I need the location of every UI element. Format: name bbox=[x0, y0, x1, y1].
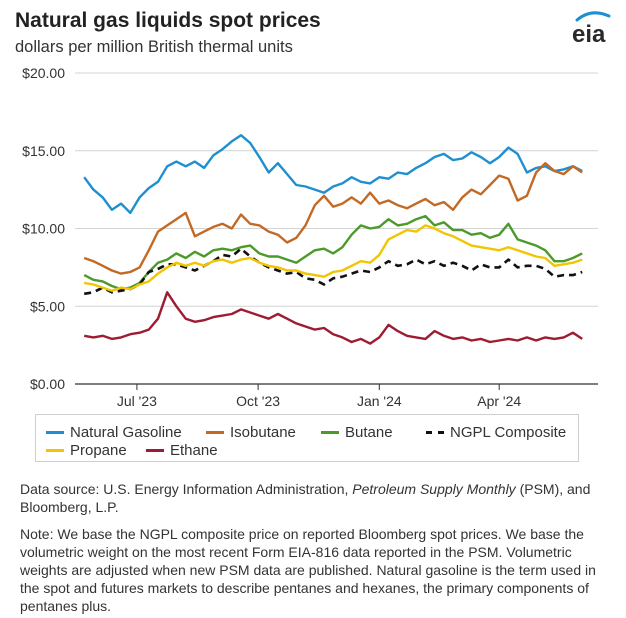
series-line-ethane bbox=[83, 291, 583, 345]
legend-label: Propane bbox=[70, 442, 127, 459]
x-tick-label: Apr '24 bbox=[477, 393, 521, 409]
eia-logo-text: eia bbox=[572, 21, 606, 46]
series-line-natural-gasoline bbox=[83, 133, 583, 215]
chart-plot: $0.00 $5.00 $10.00 $15.00 $20.00 Jul '23 Oct '… bbox=[22, 65, 598, 409]
data-source: Data source: U.S. Energy Information Adm… bbox=[20, 480, 610, 516]
legend-swatch bbox=[206, 431, 224, 434]
chart-note: Note: We base the NGPL composite price o… bbox=[20, 526, 596, 614]
legend-swatch bbox=[46, 449, 64, 452]
series-lines bbox=[83, 133, 583, 345]
source-suffix: (PSM), and Bloomberg, L.P. bbox=[20, 481, 591, 515]
y-tick-label: $10.00 bbox=[22, 221, 65, 237]
legend-label: NGPL Composite bbox=[450, 424, 567, 441]
series-line-butane bbox=[83, 214, 583, 291]
x-tick-label: Jan '24 bbox=[357, 393, 402, 409]
eia-logo-icon: eia bbox=[572, 11, 611, 46]
y-tick-label: $5.00 bbox=[30, 298, 65, 314]
source-publication: Petroleum Supply Monthly bbox=[352, 481, 516, 497]
legend: Natural Gasoline Isobutane Butane NGPL Comp… bbox=[35, 414, 579, 462]
legend-label: Butane bbox=[345, 424, 393, 441]
y-tick-label: $20.00 bbox=[22, 65, 65, 81]
legend-label: Natural Gasoline bbox=[70, 424, 182, 441]
chart-title: Natural gas liquids spot prices bbox=[15, 9, 321, 32]
legend-swatch bbox=[46, 431, 64, 434]
legend-swatch bbox=[146, 449, 164, 452]
legend-label: Isobutane bbox=[230, 424, 296, 441]
legend-swatch bbox=[426, 431, 444, 434]
series-line-isobutane bbox=[83, 161, 583, 275]
legend-swatch bbox=[321, 431, 339, 434]
x-tick-label: Oct '23 bbox=[236, 393, 280, 409]
series-line-propane bbox=[83, 224, 583, 292]
x-tick-label: Jul '23 bbox=[117, 393, 157, 409]
source-prefix: Data source: U.S. Energy Information Adm… bbox=[20, 481, 353, 497]
y-tick-label: $0.00 bbox=[30, 376, 65, 392]
chart-subtitle: dollars per million British thermal unit… bbox=[15, 38, 293, 56]
series-line-ngpl-composite bbox=[83, 247, 583, 296]
axes: $0.00 $5.00 $10.00 $15.00 $20.00 Jul '23 Oct '… bbox=[22, 65, 598, 409]
legend-label: Ethane bbox=[170, 442, 218, 459]
y-tick-label: $15.00 bbox=[22, 143, 65, 159]
